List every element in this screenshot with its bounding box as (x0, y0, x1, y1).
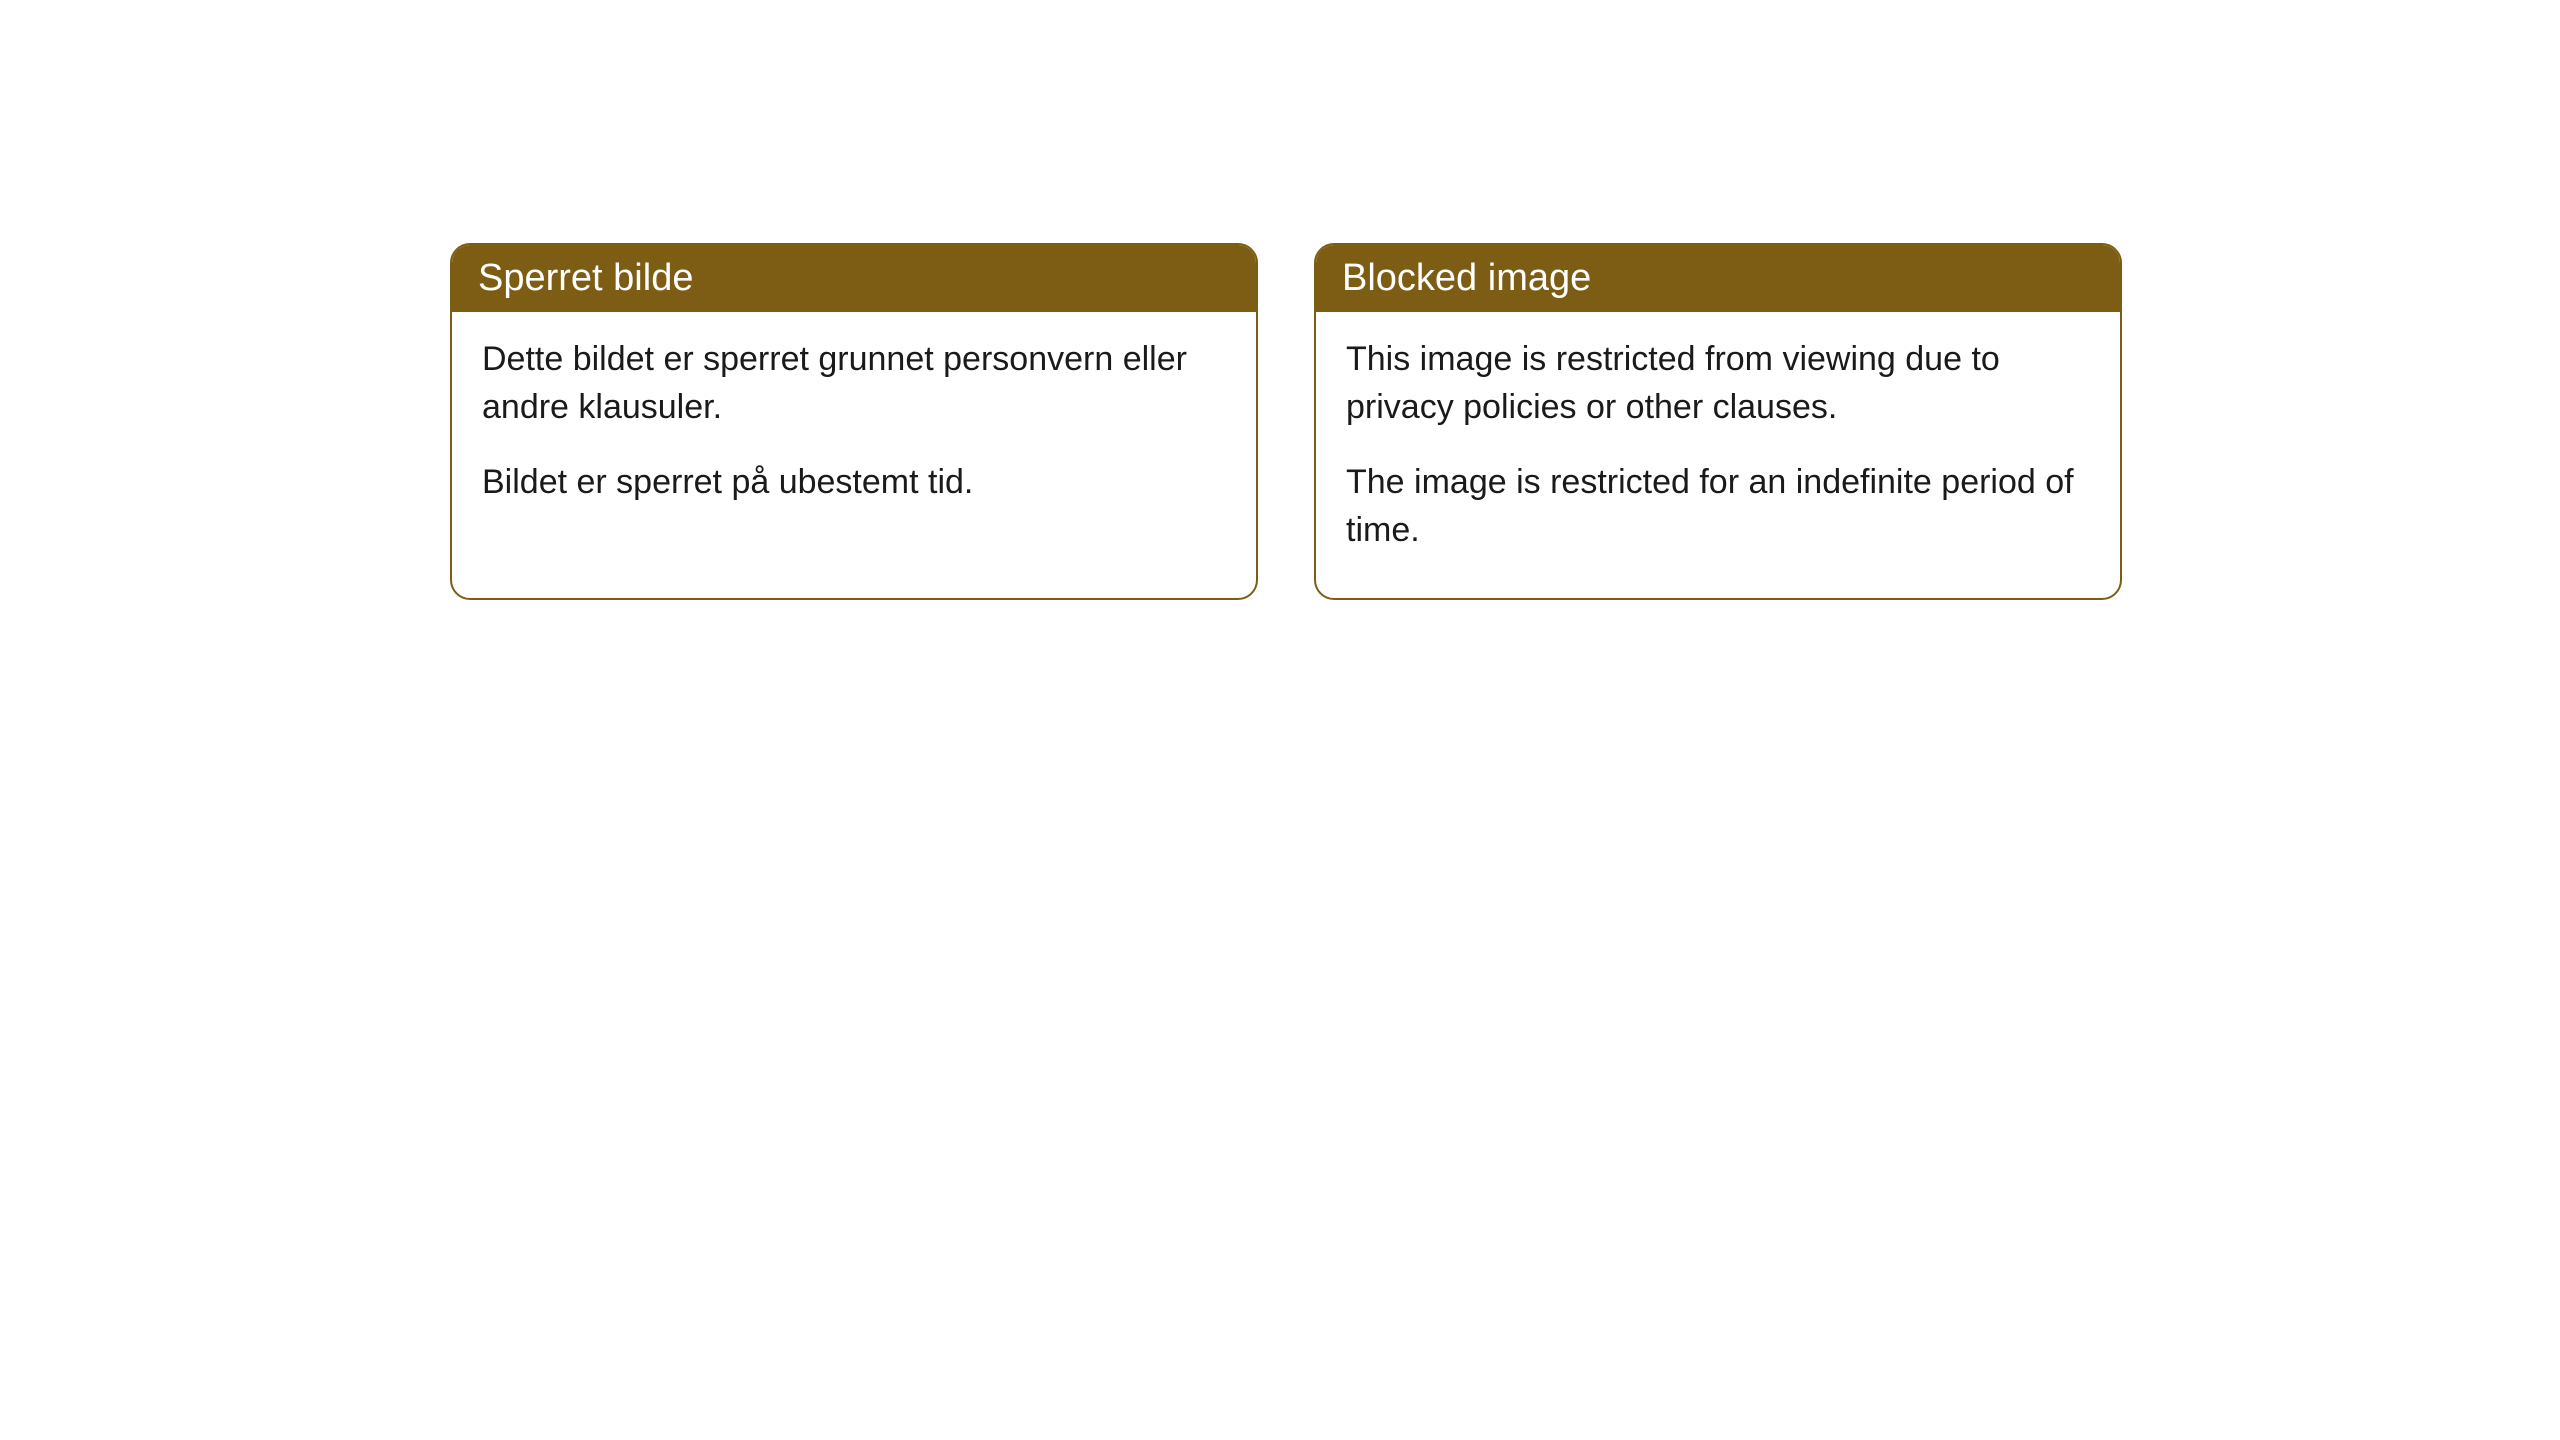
card-paragraph: Bildet er sperret på ubestemt tid. (482, 459, 1226, 507)
card-paragraph: This image is restricted from viewing du… (1346, 336, 2090, 431)
card-paragraph: The image is restricted for an indefinit… (1346, 459, 2090, 554)
card-title: Blocked image (1342, 257, 1591, 299)
card-title: Sperret bilde (478, 257, 693, 299)
notice-card-norwegian: Sperret bilde Dette bildet er sperret gr… (450, 243, 1258, 600)
card-body: This image is restricted from viewing du… (1316, 312, 2120, 598)
card-body: Dette bildet er sperret grunnet personve… (452, 312, 1256, 551)
notice-card-english: Blocked image This image is restricted f… (1314, 243, 2122, 600)
card-header: Blocked image (1316, 245, 2120, 312)
card-paragraph: Dette bildet er sperret grunnet personve… (482, 336, 1226, 431)
card-header: Sperret bilde (452, 245, 1256, 312)
notice-cards-container: Sperret bilde Dette bildet er sperret gr… (0, 0, 2560, 600)
